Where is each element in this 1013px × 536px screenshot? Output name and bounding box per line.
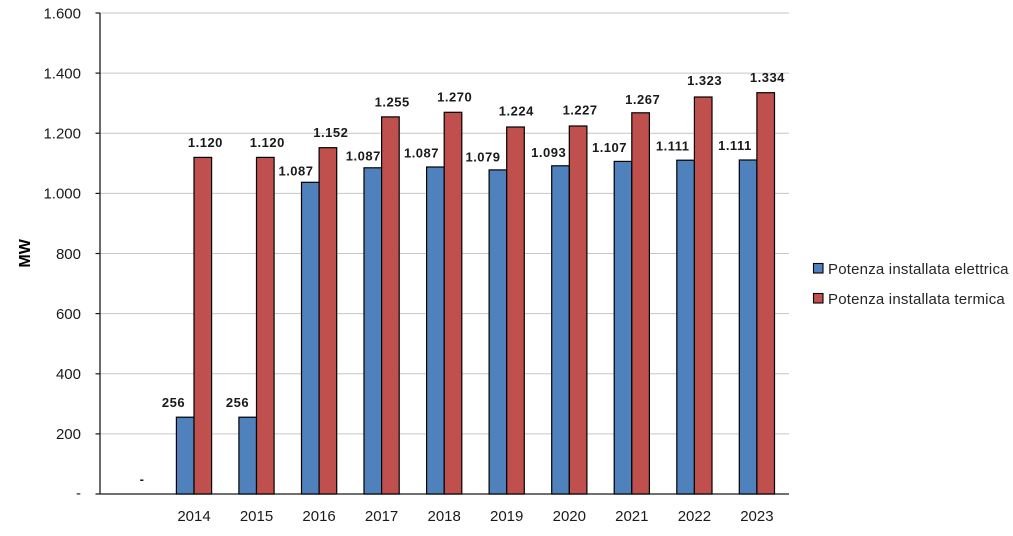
svg-text:1.087: 1.087: [278, 163, 313, 178]
svg-text:1.079: 1.079: [465, 150, 500, 165]
svg-text:1.323: 1.323: [687, 73, 722, 88]
svg-text:1.087: 1.087: [346, 149, 381, 164]
svg-text:1.152: 1.152: [313, 125, 348, 140]
svg-text:1.000: 1.000: [43, 186, 81, 203]
svg-text:2023: 2023: [740, 508, 773, 525]
svg-text:200: 200: [56, 426, 81, 443]
svg-text:1.267: 1.267: [625, 92, 660, 107]
svg-text:800: 800: [56, 246, 81, 263]
svg-text:1.227: 1.227: [563, 103, 598, 118]
svg-text:256: 256: [162, 395, 185, 410]
svg-text:2015: 2015: [240, 508, 273, 525]
svg-text:1.224: 1.224: [499, 103, 534, 118]
svg-text:256: 256: [226, 395, 249, 410]
svg-text:1.093: 1.093: [531, 145, 566, 160]
svg-text:1.111: 1.111: [718, 138, 752, 153]
svg-text:2020: 2020: [553, 508, 586, 525]
svg-text:2018: 2018: [428, 508, 461, 525]
svg-text:2021: 2021: [615, 508, 648, 525]
svg-text:1.087: 1.087: [404, 146, 439, 161]
svg-text:1.120: 1.120: [250, 135, 285, 150]
svg-text:1.255: 1.255: [375, 95, 410, 110]
svg-text:1.107: 1.107: [592, 140, 627, 155]
svg-text:-: -: [140, 471, 145, 486]
svg-text:Potenza installata termica: Potenza installata termica: [828, 291, 1005, 308]
svg-text:-: -: [76, 485, 81, 502]
svg-text:1.120: 1.120: [188, 135, 223, 150]
svg-text:2014: 2014: [177, 508, 210, 525]
svg-text:1.600: 1.600: [43, 5, 81, 22]
svg-text:2022: 2022: [678, 508, 711, 525]
svg-text:400: 400: [56, 366, 81, 383]
svg-text:1.200: 1.200: [43, 126, 81, 143]
svg-text:1.111: 1.111: [656, 139, 690, 154]
svg-text:1.334: 1.334: [750, 70, 785, 85]
svg-text:2016: 2016: [302, 508, 335, 525]
svg-text:MW: MW: [17, 238, 34, 267]
svg-text:600: 600: [56, 306, 81, 323]
svg-text:Potenza installata elettrica: Potenza installata elettrica: [828, 261, 1009, 278]
svg-text:2019: 2019: [490, 508, 523, 525]
svg-text:1.400: 1.400: [43, 65, 81, 82]
svg-text:1.270: 1.270: [437, 90, 472, 105]
svg-text:2017: 2017: [365, 508, 398, 525]
